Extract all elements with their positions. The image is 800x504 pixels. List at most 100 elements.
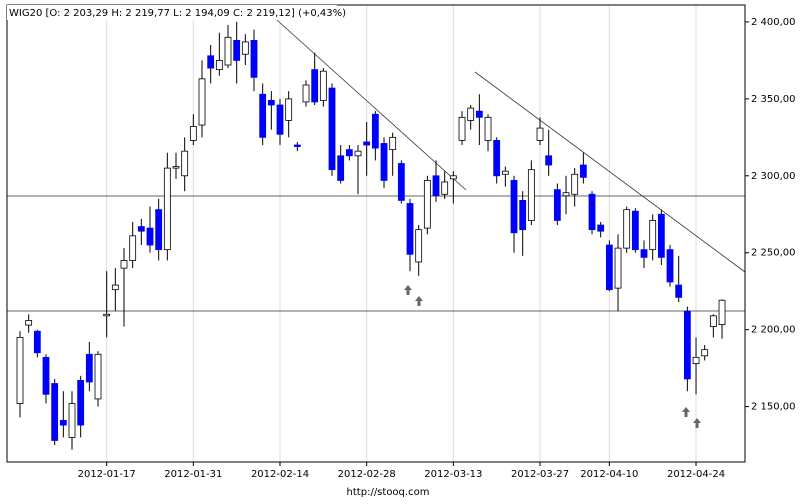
- candle-body: [692, 356, 700, 364]
- candle-body: [363, 141, 371, 146]
- candle-body: [683, 310, 691, 380]
- candle-body: [59, 420, 67, 426]
- candle-body: [371, 113, 379, 149]
- candle-body: [553, 189, 561, 221]
- candle-body: [449, 175, 457, 180]
- candle-body: [389, 136, 397, 151]
- candle-body: [709, 315, 717, 327]
- candle-body: [215, 59, 223, 71]
- candle-body: [597, 224, 605, 232]
- candle-body: [111, 284, 119, 291]
- candle-body: [267, 100, 275, 106]
- candle-body: [337, 155, 345, 181]
- candle-body: [501, 170, 509, 175]
- candle-body: [441, 181, 449, 195]
- arrow: [682, 407, 690, 417]
- candle-body: [285, 98, 293, 121]
- x-tick-label: 2012-02-14: [251, 469, 309, 480]
- trend-line: [267, 11, 467, 191]
- candle-body: [172, 166, 180, 169]
- arrow: [404, 285, 412, 295]
- x-tick-label: 2012-03-27: [511, 469, 569, 480]
- y-tick-label: 2 200,00: [751, 325, 796, 336]
- candle-body: [207, 55, 215, 69]
- grid-layer: [106, 5, 697, 462]
- arrow: [415, 296, 423, 306]
- candle-body: [701, 349, 709, 357]
- chart-title: WIG20 [O: 2 203,29 H: 2 219,77 L: 2 194,…: [9, 8, 346, 19]
- title-bg: [7, 5, 337, 20]
- candles: [16, 21, 726, 450]
- candle-body: [103, 313, 111, 317]
- y-tick-label: 2 150,00: [751, 402, 796, 413]
- candle-body: [397, 163, 405, 201]
- candle-body: [631, 210, 639, 251]
- candle-body: [423, 180, 431, 229]
- candle-body: [614, 247, 622, 289]
- candle-body: [675, 284, 683, 298]
- candle-body: [233, 39, 241, 61]
- candle-body: [415, 229, 423, 263]
- x-tick-label: 2012-04-24: [667, 469, 725, 480]
- candle-body: [718, 299, 726, 326]
- candle-body: [562, 192, 570, 197]
- candle-body: [571, 173, 579, 195]
- candle-body: [527, 169, 535, 221]
- x-tick-label: 2012-01-17: [78, 469, 136, 480]
- candle-body: [224, 36, 232, 66]
- candle-body: [519, 200, 527, 231]
- candle-body: [85, 353, 93, 383]
- candle-body: [432, 175, 440, 197]
- candle-body: [276, 104, 284, 135]
- candle-body: [155, 209, 163, 251]
- candle-body: [545, 155, 553, 166]
- plot-frame: [6, 4, 746, 463]
- candle-body: [406, 203, 414, 255]
- candle-body: [380, 143, 388, 181]
- arrows: [404, 285, 701, 428]
- candle-body: [42, 356, 50, 395]
- candle-body: [293, 144, 301, 147]
- candle-body: [640, 249, 648, 258]
- candle-body: [510, 180, 518, 234]
- candle-body: [311, 69, 319, 103]
- x-tick-label: 2012-03-13: [424, 469, 482, 480]
- candle-body: [345, 149, 353, 157]
- candle-body: [484, 116, 492, 141]
- y-tick-label: 2 350,00: [751, 94, 796, 105]
- candle-body: [77, 380, 85, 426]
- y-tick-label: 2 250,00: [751, 248, 796, 259]
- candle-body: [51, 383, 59, 441]
- candle-body: [163, 167, 171, 251]
- candle-body: [493, 140, 501, 177]
- candle-body: [16, 336, 24, 404]
- candle-body: [259, 93, 267, 138]
- candle-body: [25, 320, 33, 326]
- candle-body: [94, 353, 102, 400]
- candle-body: [467, 107, 475, 121]
- candle-body: [579, 164, 587, 178]
- candle-body: [146, 227, 154, 246]
- candle-body: [129, 235, 137, 261]
- candle-body: [137, 226, 145, 232]
- candle-body: [623, 209, 631, 249]
- x-tick-label: 2012-04-10: [580, 469, 638, 480]
- candle-body: [354, 150, 362, 157]
- candle-body: [241, 41, 249, 55]
- candle-body: [189, 126, 197, 141]
- x-tick-label: 2012-02-28: [338, 469, 396, 480]
- candle-body: [302, 84, 310, 103]
- candle-body: [588, 193, 596, 231]
- y-tick-label: 2 400,00: [751, 17, 796, 28]
- candle-body: [319, 70, 327, 101]
- x-tick-label: 2012-01-31: [164, 469, 222, 480]
- candle-body: [68, 403, 76, 438]
- candle-body: [181, 150, 189, 177]
- candle-body: [458, 116, 466, 141]
- candle-body: [328, 87, 336, 171]
- footer: http://stooq.com: [347, 487, 430, 498]
- candle-body: [250, 39, 258, 78]
- candle-body: [649, 220, 657, 251]
